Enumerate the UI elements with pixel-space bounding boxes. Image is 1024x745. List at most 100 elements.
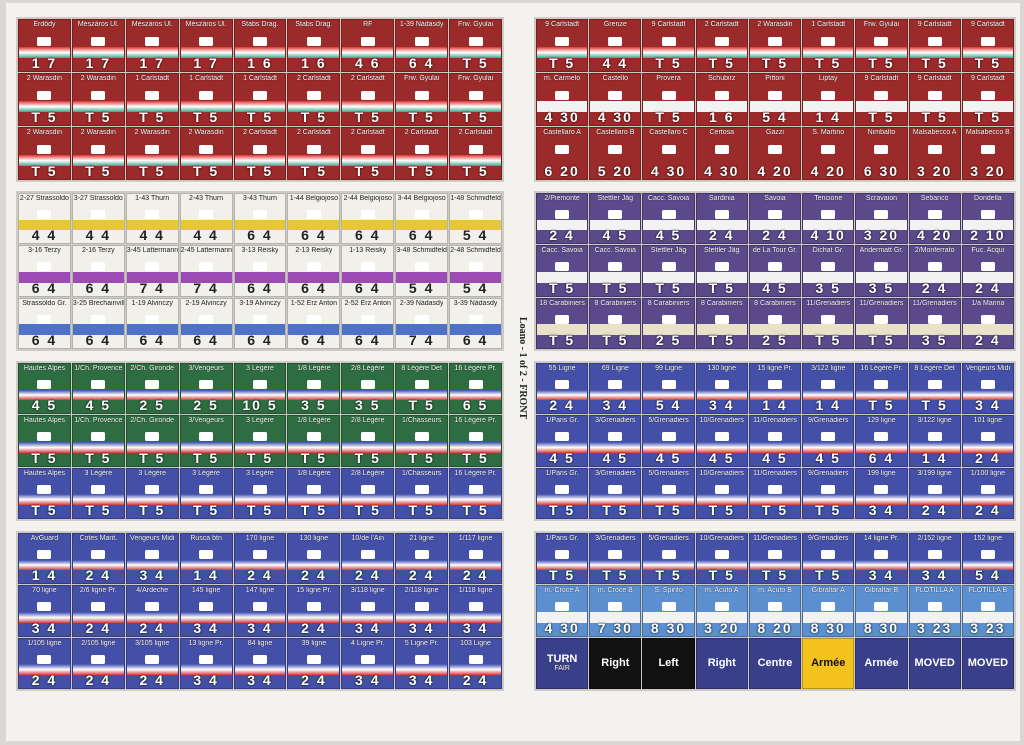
unit-counter[interactable]: Schubirz 1 6	[695, 73, 748, 126]
unit-counter[interactable]: 84 ligne 3 4	[233, 637, 287, 689]
unit-counter[interactable]: 2 Carlstadt T 5	[449, 127, 502, 180]
unit-counter[interactable]: Dondella 2 10	[961, 193, 1014, 245]
unit-counter[interactable]: 2 Carlstadt T 5	[341, 73, 395, 126]
unit-counter[interactable]: 1/a Marina 2 4	[961, 297, 1014, 349]
unit-counter[interactable]: Provera T 5	[642, 73, 695, 126]
unit-counter[interactable]: 3/122 ligne 1 4	[802, 363, 855, 415]
unit-counter[interactable]: Sebanco 4 20	[908, 193, 961, 245]
unit-counter[interactable]: 99 Ligne 5 4	[642, 363, 695, 415]
unit-counter[interactable]: 130 ligne 3 4	[695, 363, 748, 415]
unit-counter[interactable]: 3 Légère T 5	[233, 415, 287, 467]
unit-counter[interactable]: 9 Carlstadt T 5	[908, 19, 961, 72]
unit-counter[interactable]: 9/Grenadiers T 5	[802, 467, 855, 519]
unit-counter[interactable]: Certosa 4 30	[695, 127, 748, 180]
unit-counter[interactable]: 2/Ch. Gironde T 5	[125, 415, 179, 467]
unit-counter[interactable]: 55 Ligne 2 4	[536, 363, 589, 415]
unit-counter[interactable]: 2-44 Belgiojoso 6 4	[341, 193, 395, 245]
game-marker[interactable]: TURN FAIR	[536, 637, 589, 689]
unit-counter[interactable]: Rusca btn 1 4	[179, 533, 233, 585]
unit-counter[interactable]: 1/105 ligne 2 4	[18, 637, 71, 689]
unit-counter[interactable]: 1 Carlstadt T 5	[802, 19, 855, 72]
unit-counter[interactable]: 4/Ardeche 2 4	[125, 585, 179, 637]
unit-counter[interactable]: 1/117 ligne 2 4	[449, 533, 502, 585]
unit-counter[interactable]: Tencione 4 10	[802, 193, 855, 245]
unit-counter[interactable]: 3/Vengeurs 2 5	[179, 363, 233, 415]
unit-counter[interactable]: 8 Carabiniers T 5	[695, 297, 748, 349]
unit-counter[interactable]: Mészáros Ul. 1 7	[179, 19, 233, 72]
unit-counter[interactable]: 9 Carlstadt T 5	[961, 19, 1014, 72]
unit-counter[interactable]: de La Tour Gr. 4 5	[748, 245, 802, 297]
unit-counter[interactable]: 1-39 Nádasdy 6 4	[395, 19, 449, 72]
unit-counter[interactable]: 2-43 Thurn 4 4	[179, 193, 233, 245]
unit-counter[interactable]: Castellaro C 4 30	[642, 127, 695, 180]
unit-counter[interactable]: 2 Carlstadt T 5	[695, 19, 748, 72]
unit-counter[interactable]: 1/Ch. Provence T 5	[71, 415, 125, 467]
unit-counter[interactable]: Frw. Gyulai T 5	[855, 19, 908, 72]
unit-counter[interactable]: Stettler Jäg T 5	[695, 245, 748, 297]
unit-counter[interactable]: 5/Grenadiers 4 5	[642, 415, 695, 467]
unit-counter[interactable]: 10/Grenadiers 4 5	[695, 415, 748, 467]
unit-counter[interactable]: 3-27 Strassoldo 4 4	[71, 193, 125, 245]
unit-counter[interactable]: 2 Carlstadt T 5	[287, 73, 341, 126]
unit-counter[interactable]: 1 Carlstadt T 5	[179, 73, 233, 126]
unit-counter[interactable]: 9 Carlstadt T 5	[855, 73, 908, 126]
unit-counter[interactable]: 9/Grenadiers T 5	[802, 533, 855, 585]
unit-counter[interactable]: 21 ligne 2 4	[395, 533, 449, 585]
unit-counter[interactable]: 3-43 Thurn 6 4	[233, 193, 287, 245]
unit-counter[interactable]: 9 Carlstadt T 5	[961, 73, 1014, 126]
unit-counter[interactable]: 5/Grenadiers T 5	[642, 467, 695, 519]
unit-counter[interactable]: 1/118 ligne 3 4	[449, 585, 502, 637]
unit-counter[interactable]: Hautes Alpes T 5	[18, 467, 71, 519]
unit-counter[interactable]: Dichat Gr. 3 5	[802, 245, 855, 297]
unit-counter[interactable]: 2-19 Alvinczy 6 4	[179, 297, 233, 349]
unit-counter[interactable]: Vengeurs Midi 3 4	[125, 533, 179, 585]
unit-counter[interactable]: m. Croce B 7 30	[589, 585, 642, 637]
unit-counter[interactable]: 2-52 Erz Anton 6 4	[341, 297, 395, 349]
game-marker[interactable]: Armée	[855, 637, 908, 689]
unit-counter[interactable]: 2/152 ligne 3 4	[908, 533, 961, 585]
unit-counter[interactable]: Cacc. Savoia 4 5	[642, 193, 695, 245]
unit-counter[interactable]: Grenze 4 4	[589, 19, 642, 72]
unit-counter[interactable]: 15 ligne Pr. 2 4	[287, 585, 341, 637]
unit-counter[interactable]: Gazzi 4 20	[748, 127, 802, 180]
unit-counter[interactable]: 11/Grenadiers T 5	[855, 297, 908, 349]
unit-counter[interactable]: 2 Warasdin T 5	[748, 19, 802, 72]
unit-counter[interactable]: 130 ligne 2 4	[287, 533, 341, 585]
unit-counter[interactable]: 129 ligne 6 4	[855, 415, 908, 467]
unit-counter[interactable]: 16 Légère Pr. 6 5	[449, 363, 502, 415]
unit-counter[interactable]: 2 Carlstadt T 5	[341, 127, 395, 180]
game-marker[interactable]: Right	[589, 637, 642, 689]
unit-counter[interactable]: 3-19 Alvinczy 6 4	[233, 297, 287, 349]
unit-counter[interactable]: 3 Légère 10 5	[233, 363, 287, 415]
unit-counter[interactable]: m. Acuto B 8 20	[748, 585, 802, 637]
unit-counter[interactable]: 11/Grenadiers T 5	[802, 297, 855, 349]
unit-counter[interactable]: 1/100 ligne 2 4	[961, 467, 1014, 519]
game-marker[interactable]: Armée	[802, 637, 855, 689]
unit-counter[interactable]: Stettler Jäg T 5	[642, 245, 695, 297]
unit-counter[interactable]: Strassoldo Gr. 6 4	[18, 297, 71, 349]
unit-counter[interactable]: 2-27 Strassoldo 4 4	[18, 193, 71, 245]
unit-counter[interactable]: 11/Grenadiers T 5	[748, 533, 802, 585]
unit-counter[interactable]: 2/Monferrato 2 4	[908, 245, 961, 297]
unit-counter[interactable]: 3-25 Brechainville 6 4	[71, 297, 125, 349]
unit-counter[interactable]: Frw. Gyulai T 5	[395, 73, 449, 126]
unit-counter[interactable]: 4 Ligne Pr. 3 4	[341, 637, 395, 689]
unit-counter[interactable]: Cacc. Savoia T 5	[589, 245, 642, 297]
unit-counter[interactable]: 145 ligne 3 4	[179, 585, 233, 637]
unit-counter[interactable]: 170 ligne 2 4	[233, 533, 287, 585]
unit-counter[interactable]: 11/Grenadiers 4 5	[748, 415, 802, 467]
unit-counter[interactable]: 1-48 Schmidfeld 5 4	[449, 193, 502, 245]
unit-counter[interactable]: Hautes Alpes 4 5	[18, 363, 71, 415]
unit-counter[interactable]: 5/Grenadiers T 5	[642, 533, 695, 585]
unit-counter[interactable]: 1/Paris Gr. T 5	[536, 467, 589, 519]
unit-counter[interactable]: 3-44 Belgiojoso 6 4	[395, 193, 449, 245]
unit-counter[interactable]: 16 Légère Pr. T 5	[449, 467, 502, 519]
unit-counter[interactable]: 2 Warasdin T 5	[18, 127, 71, 180]
unit-counter[interactable]: 3/Grenadiers T 5	[589, 467, 642, 519]
unit-counter[interactable]: 2 Carlstadt T 5	[287, 127, 341, 180]
unit-counter[interactable]: Liptay 1 4	[802, 73, 855, 126]
unit-counter[interactable]: 3/122 ligne 1 4	[908, 415, 961, 467]
unit-counter[interactable]: 3/Grenadiers T 5	[589, 533, 642, 585]
unit-counter[interactable]: 11/Grenadiers 3 5	[908, 297, 961, 349]
unit-counter[interactable]: 152 ligne 5 4	[961, 533, 1014, 585]
